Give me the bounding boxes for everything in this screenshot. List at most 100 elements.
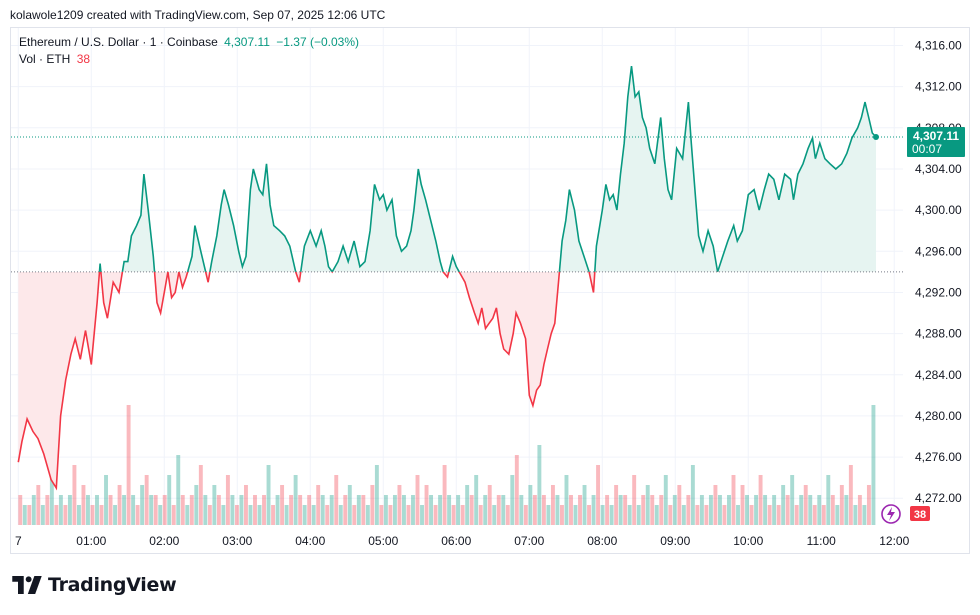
volume-bar <box>31 495 36 525</box>
volume-bar <box>596 465 601 525</box>
price-line-below-baseline <box>17 271 719 491</box>
volume-bar <box>853 505 858 525</box>
volume-bar <box>717 495 722 525</box>
volume-bar <box>420 505 424 525</box>
volume-bar <box>40 505 45 525</box>
attribution-text: kolawole1209 created with TradingView.co… <box>10 8 386 22</box>
volume-bar <box>347 485 352 525</box>
last-price-value: 4,307.11 <box>224 35 270 49</box>
price-axis-label: 4,280.00 <box>915 409 962 423</box>
volume-bar <box>532 495 537 525</box>
volume-bar <box>722 505 727 525</box>
volume-bar <box>126 405 131 525</box>
volume-bar <box>541 495 546 525</box>
time-axis-label: 11:00 <box>807 534 836 548</box>
volume-bar <box>632 475 637 525</box>
tradingview-logo-icon <box>12 576 42 594</box>
symbol-title[interactable]: Ethereum / U.S. Dollar · 1 · Coinbase <box>19 35 218 49</box>
volume-bar <box>95 495 99 525</box>
volume-bar <box>708 495 713 525</box>
volume-bar <box>668 505 673 525</box>
time-axis-label: 03:00 <box>222 534 252 548</box>
price-change-value: −1.37 (−0.03%) <box>276 35 359 49</box>
volume-bar <box>406 505 411 525</box>
volume-bar <box>325 505 330 525</box>
last-price-dot <box>872 133 879 140</box>
volume-bar <box>686 495 691 525</box>
volume-badge-text: 38 <box>914 509 926 521</box>
volume-bar <box>609 505 614 525</box>
volume-bar <box>338 505 343 525</box>
volume-bar <box>749 505 754 525</box>
volume-bar <box>438 495 443 525</box>
volume-bar <box>573 505 578 525</box>
volume-bar <box>27 505 32 525</box>
price-axis-label: 4,312.00 <box>915 80 962 94</box>
volume-bar <box>198 465 203 525</box>
volume-bar <box>176 455 181 525</box>
volume-bar <box>131 495 136 525</box>
volume-label[interactable]: Vol · ETH <box>19 52 71 66</box>
volume-bar <box>803 485 808 525</box>
time-axis-label: 08:00 <box>587 534 617 548</box>
time-axis-label: 09:00 <box>660 534 690 548</box>
last-price-badge-price: 4,307.11 <box>913 129 959 143</box>
volume-bar <box>821 505 826 525</box>
tradingview-logo[interactable]: TradingView <box>12 574 177 596</box>
time-axis-label: 07:00 <box>514 534 544 548</box>
volume-bar <box>677 485 682 525</box>
volume-bar <box>605 495 610 525</box>
volume-bar <box>727 495 731 525</box>
volume-bar <box>122 495 127 525</box>
volume-bar <box>627 505 632 525</box>
volume-bar <box>704 505 709 525</box>
volume-bar <box>293 475 298 525</box>
volume-bar <box>383 495 388 525</box>
volume-bar <box>90 505 95 525</box>
volume-bar <box>411 495 415 525</box>
volume-bar <box>614 485 619 525</box>
volume-bar <box>650 495 655 525</box>
volume-bar <box>153 495 158 525</box>
volume-bar <box>280 485 285 525</box>
time-axis-label: 7 <box>15 534 22 548</box>
volume-bar <box>505 505 510 525</box>
volume-bar <box>447 495 452 525</box>
volume-bar <box>298 495 303 525</box>
price-chart[interactable]: 4,272.00 4,276.00 4,280.00 4,284.00 4,288.00… <box>11 28 969 553</box>
volume-bar <box>623 495 628 525</box>
volume-bar <box>248 505 253 525</box>
volume-bar <box>36 485 41 525</box>
volume-bar <box>695 505 700 525</box>
volume-bar <box>289 495 294 525</box>
volume-bar <box>99 505 104 525</box>
volume-bar <box>72 465 77 525</box>
volume-bar <box>569 495 573 525</box>
volume-bar <box>81 485 86 525</box>
volume-bar <box>546 505 551 525</box>
price-axis-label: 4,276.00 <box>915 450 962 464</box>
time-axis-label: 05:00 <box>368 534 398 548</box>
volume-bar <box>275 495 280 525</box>
volume-bar <box>388 505 393 525</box>
chart-panel[interactable]: Ethereum / U.S. Dollar · 1 · Coinbase 4,… <box>10 27 970 554</box>
price-area-above-baseline <box>99 66 876 272</box>
volume-value: 38 <box>76 52 91 66</box>
volume-bar <box>271 505 276 525</box>
volume-bar <box>203 495 208 525</box>
volume-bar <box>478 505 483 525</box>
volume-bar <box>808 495 813 525</box>
volume-bar <box>713 485 718 525</box>
volume-bar <box>54 505 59 525</box>
volume-bar <box>316 485 321 525</box>
volume-bar <box>194 485 199 525</box>
volume-bar <box>402 495 406 525</box>
volume-bar <box>180 495 185 525</box>
volume-bar <box>63 505 68 525</box>
volume-bar <box>758 475 763 525</box>
volume-bar <box>45 495 50 525</box>
volume-bar <box>857 495 862 525</box>
volume-bar <box>216 495 221 525</box>
volume-bar <box>681 505 686 525</box>
